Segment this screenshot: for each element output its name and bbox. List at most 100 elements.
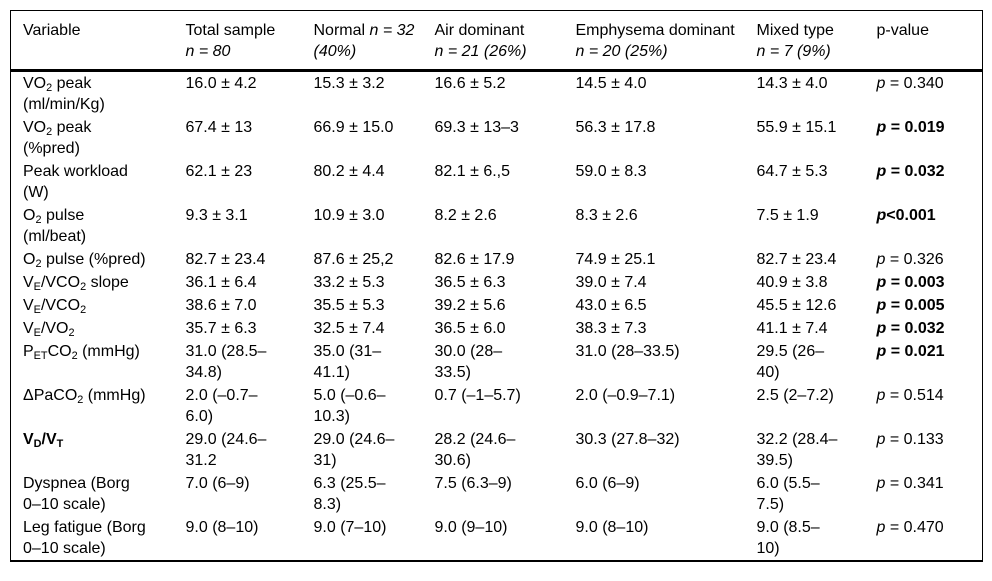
row-variable-label: VO2 peak (ml/min/Kg)	[23, 75, 105, 113]
cell-emphysema-dominant: 38.3 ± 7.3	[575, 320, 647, 337]
cell-normal: 35.0 (31– 41.1)	[313, 343, 382, 381]
row-variable-label: O2 pulse (%pred)	[23, 251, 146, 271]
col-header-mixed-type: Mixed type n = 7 (9%)	[756, 10, 877, 72]
cell-p-value: p = 0.019	[876, 119, 945, 136]
table-row: Peak workload (W) 62.1 ± 23 80.2 ± 4.4 82…	[11, 160, 983, 204]
cell-air-dominant: 82.1 ± 6.,5	[434, 163, 511, 180]
cell-total-sample: 35.7 ± 6.3	[185, 320, 257, 337]
cell-normal: 80.2 ± 4.4	[313, 163, 385, 180]
cell-p-value: p = 0.021	[876, 343, 945, 360]
cell-normal: 6.3 (25.5– 8.3)	[313, 475, 386, 513]
cell-p-value: p = 0.341	[876, 475, 944, 492]
cell-total-sample: 82.7 ± 23.4	[185, 251, 266, 268]
cell-p-value: p = 0.032	[876, 320, 945, 337]
cell-emphysema-dominant: 30.3 (27.8–32)	[575, 431, 680, 448]
cell-air-dominant: 9.0 (9–10)	[434, 519, 508, 536]
table-row: VO2 peak (ml/min/Kg) 16.0 ± 4.2 15.3 ± 3.…	[11, 71, 983, 117]
cell-air-dominant: 30.0 (28– 33.5)	[434, 343, 503, 381]
cell-normal: 5.0 (–0.6– 10.3)	[313, 387, 386, 425]
cell-air-dominant: 0.7 (–1–5.7)	[434, 387, 521, 404]
cell-p-value: p = 0.470	[876, 519, 944, 536]
cell-total-sample: 9.0 (8–10)	[185, 519, 259, 536]
cell-mixed-type: 2.5 (2–7.2)	[756, 387, 834, 404]
document-page: Variable Total sample n = 80 Normal n = 3…	[0, 10, 992, 581]
cell-p-value: p = 0.340	[876, 75, 944, 92]
cell-normal: 32.5 ± 7.4	[313, 320, 385, 337]
cell-mixed-type: 55.9 ± 15.1	[756, 119, 837, 136]
cell-mixed-type: 32.2 (28.4– 39.5)	[756, 431, 838, 469]
cell-total-sample: 38.6 ± 7.0	[185, 297, 257, 314]
cell-normal: 35.5 ± 5.3	[313, 297, 385, 314]
row-variable-label: Peak workload (W)	[23, 163, 128, 201]
table-row: Leg fatigue (Borg 0–10 scale) 9.0 (8–10) …	[11, 516, 983, 561]
col-header-total-sample: Total sample n = 80	[185, 10, 314, 72]
cell-emphysema-dominant: 6.0 (6–9)	[575, 475, 640, 492]
cell-p-value: p = 0.032	[876, 163, 945, 180]
cell-air-dominant: 8.2 ± 2.6	[434, 207, 497, 224]
cell-emphysema-dominant: 2.0 (–0.9–7.1)	[575, 387, 676, 404]
cell-p-value: p = 0.133	[876, 431, 944, 448]
cell-p-value: p = 0.003	[876, 274, 945, 291]
cell-emphysema-dominant: 31.0 (28–33.5)	[575, 343, 680, 360]
cell-p-value: p = 0.514	[876, 387, 944, 404]
cell-total-sample: 16.0 ± 4.2	[185, 75, 257, 92]
cell-total-sample: 9.3 ± 3.1	[185, 207, 248, 224]
cell-air-dominant: 36.5 ± 6.0	[434, 320, 506, 337]
col-header-variable: Variable	[10, 10, 186, 72]
cell-mixed-type: 9.0 (8.5– 10)	[756, 519, 820, 557]
col-header-emphysema-dominant: Emphysema dominant n = 20 (25%)	[575, 10, 757, 72]
cell-normal: 33.2 ± 5.3	[313, 274, 385, 291]
cell-normal: 87.6 ± 25,2	[313, 251, 394, 268]
cell-normal: 10.9 ± 3.0	[313, 207, 385, 224]
row-variable-label: VE/VCO2	[23, 297, 87, 317]
row-variable-label: VD/VT	[23, 431, 64, 451]
cell-total-sample: 29.0 (24.6– 31.2	[185, 431, 267, 469]
cell-air-dominant: 36.5 ± 6.3	[434, 274, 506, 291]
row-variable-label: PETCO2 (mmHg)	[23, 343, 140, 363]
cell-total-sample: 7.0 (6–9)	[185, 475, 250, 492]
cell-air-dominant: 82.6 ± 17.9	[434, 251, 515, 268]
col-header-air-dominant: Air dominant n = 21 (26%)	[434, 10, 576, 72]
table-row: VO2 peak (%pred) 67.4 ± 13 66.9 ± 15.0 69…	[11, 116, 983, 160]
cell-mixed-type: 7.5 ± 1.9	[756, 207, 819, 224]
cell-air-dominant: 7.5 (6.3–9)	[434, 475, 512, 492]
table-row: PETCO2 (mmHg) 31.0 (28.5– 34.8) 35.0 (31–…	[11, 340, 983, 384]
row-variable-label: Leg fatigue (Borg 0–10 scale)	[23, 519, 146, 557]
cell-normal: 66.9 ± 15.0	[313, 119, 394, 136]
cell-total-sample: 36.1 ± 6.4	[185, 274, 257, 291]
row-variable-label: ΔPaCO2 (mmHg)	[23, 387, 146, 407]
cell-air-dominant: 28.2 (24.6– 30.6)	[434, 431, 516, 469]
cell-mixed-type: 14.3 ± 4.0	[756, 75, 828, 92]
cell-emphysema-dominant: 43.0 ± 6.5	[575, 297, 647, 314]
table-row: O2 pulse (ml/beat) 9.3 ± 3.1 10.9 ± 3.0 8…	[11, 204, 983, 248]
cell-normal: 9.0 (7–10)	[313, 519, 387, 536]
cell-total-sample: 31.0 (28.5– 34.8)	[185, 343, 267, 381]
table-row: Dyspnea (Borg 0–10 scale) 7.0 (6–9) 6.3 (…	[11, 472, 983, 516]
table-row: O2 pulse (%pred) 82.7 ± 23.4 87.6 ± 25,2…	[11, 248, 983, 271]
cell-emphysema-dominant: 8.3 ± 2.6	[575, 207, 638, 224]
cell-air-dominant: 69.3 ± 13–3	[434, 119, 519, 136]
table-row: VE/VCO2 38.6 ± 7.0 35.5 ± 5.3 39.2 ± 5.6…	[11, 294, 983, 317]
cell-mixed-type: 29.5 (26– 40)	[756, 343, 825, 381]
cell-normal: 29.0 (24.6– 31)	[313, 431, 395, 469]
cell-emphysema-dominant: 59.0 ± 8.3	[575, 163, 647, 180]
cell-normal: 15.3 ± 3.2	[313, 75, 385, 92]
cell-p-value: p<0.001	[876, 207, 936, 224]
cell-total-sample: 2.0 (–0.7– 6.0)	[185, 387, 258, 425]
cell-total-sample: 67.4 ± 13	[185, 119, 253, 136]
cell-mixed-type: 64.7 ± 5.3	[756, 163, 828, 180]
row-variable-label: Dyspnea (Borg 0–10 scale)	[23, 475, 130, 513]
cell-mixed-type: 45.5 ± 12.6	[756, 297, 837, 314]
table-row: VE/VO2 35.7 ± 6.3 32.5 ± 7.4 36.5 ± 6.0 …	[11, 317, 983, 340]
cell-emphysema-dominant: 14.5 ± 4.0	[575, 75, 647, 92]
cell-mixed-type: 41.1 ± 7.4	[756, 320, 828, 337]
cell-mixed-type: 6.0 (5.5– 7.5)	[756, 475, 820, 513]
cell-mixed-type: 82.7 ± 23.4	[756, 251, 837, 268]
cell-p-value: p = 0.326	[876, 251, 944, 268]
cell-air-dominant: 39.2 ± 5.6	[434, 297, 506, 314]
cell-air-dominant: 16.6 ± 5.2	[434, 75, 506, 92]
row-variable-label: VE/VO2	[23, 320, 75, 340]
col-header-normal: Normal n = 32 (40%)	[313, 10, 435, 72]
cell-emphysema-dominant: 74.9 ± 25.1	[575, 251, 656, 268]
row-variable-label: VO2 peak (%pred)	[23, 119, 92, 157]
